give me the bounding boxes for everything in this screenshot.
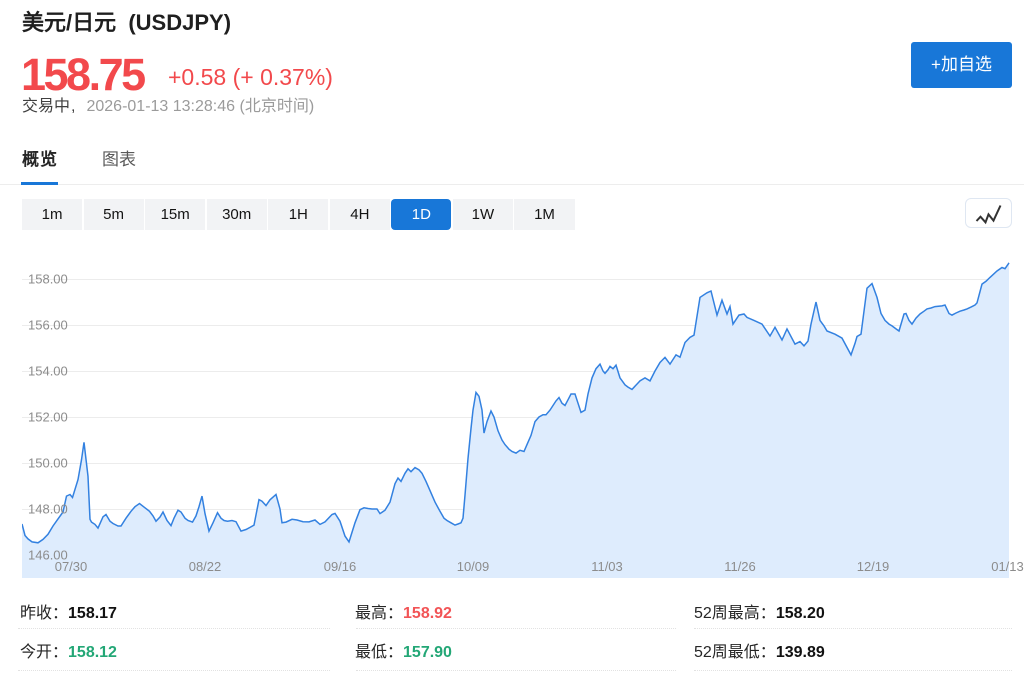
- svg-text:150.00: 150.00: [28, 456, 68, 471]
- svg-text:156.00: 156.00: [28, 318, 68, 333]
- svg-text:09/16: 09/16: [324, 559, 357, 574]
- svg-text:146.00: 146.00: [28, 548, 68, 563]
- svg-text:12/19: 12/19: [857, 559, 890, 574]
- svg-text:11/03: 11/03: [591, 559, 623, 574]
- svg-text:154.00: 154.00: [28, 364, 68, 379]
- svg-text:07/30: 07/30: [55, 559, 88, 574]
- svg-text:10/09: 10/09: [457, 559, 490, 574]
- svg-text:08/22: 08/22: [189, 559, 222, 574]
- svg-text:158.00: 158.00: [28, 272, 68, 287]
- svg-text:11/26: 11/26: [724, 559, 756, 574]
- svg-text:148.00: 148.00: [28, 502, 68, 517]
- svg-text:152.00: 152.00: [28, 410, 68, 425]
- svg-text:01/13: 01/13: [991, 559, 1024, 574]
